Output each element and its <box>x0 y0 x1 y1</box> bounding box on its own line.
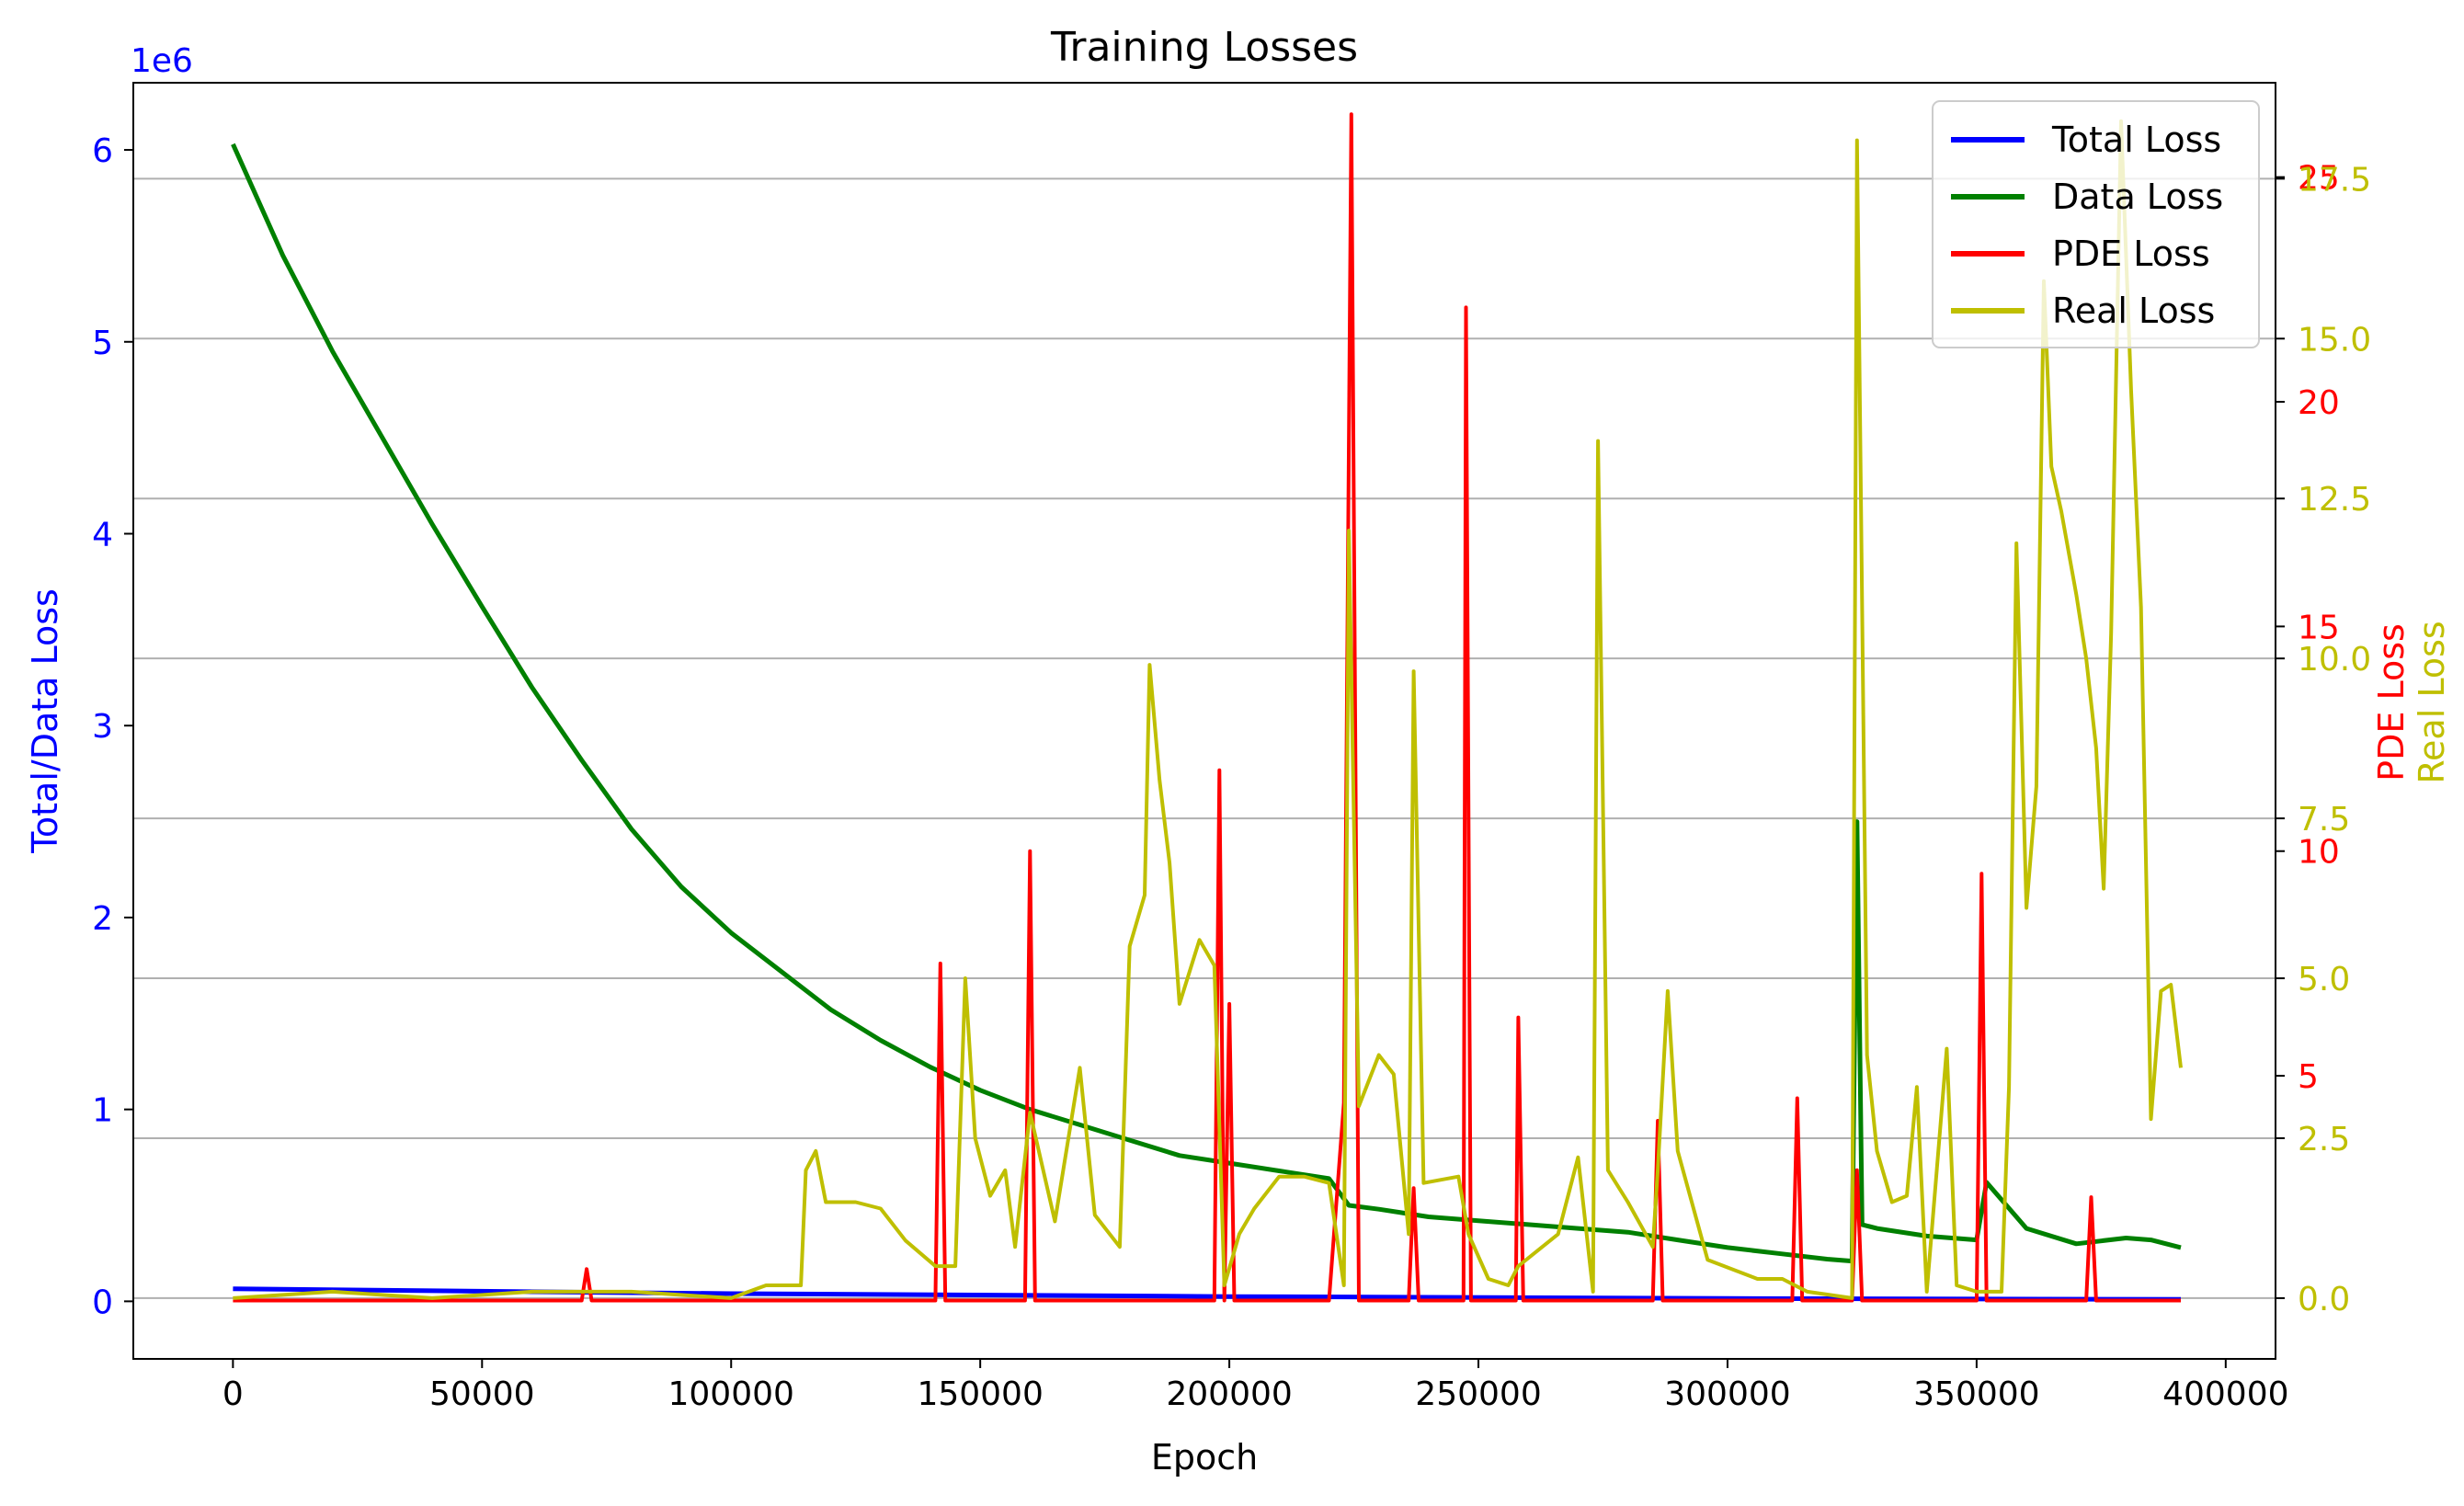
left-y-axis-label: Total/Data Loss <box>25 588 65 854</box>
left-tick-label: 0 <box>92 1284 113 1321</box>
real-tick-label: 0.0 <box>2298 1281 2350 1318</box>
x-tick-label: 150000 <box>917 1375 1043 1413</box>
left-tick-label: 5 <box>92 325 113 362</box>
x-tick-label: 200000 <box>1166 1375 1292 1413</box>
left-tick-label: 1 <box>92 1092 113 1130</box>
pde-tick-label: 10 <box>2298 834 2340 872</box>
real-tick-label: 17.5 <box>2298 161 2371 199</box>
real-tick-label: 5.0 <box>2298 961 2350 998</box>
left-tick-label: 6 <box>92 132 113 170</box>
series-line-pde-loss <box>233 112 2181 1303</box>
pde-y-axis-label: PDE Loss <box>2371 623 2412 782</box>
legend-label: Data Loss <box>2052 177 2223 217</box>
x-axis-label: Epoch <box>1151 1437 1258 1477</box>
pde-tick-label: 15 <box>2298 609 2340 646</box>
real-y-axis-label: Real Loss <box>2412 621 2452 783</box>
left-tick-label: 4 <box>92 516 113 553</box>
left-axis-scale-note: 1e6 <box>131 42 193 80</box>
x-tick-label: 0 <box>222 1375 244 1413</box>
legend-label: Total Loss <box>2051 120 2221 160</box>
grid-lines <box>133 177 2276 1299</box>
legend: Total Loss Data Loss PDE Loss Real Loss <box>1932 100 2260 348</box>
pde-tick-label: 20 <box>2298 384 2340 422</box>
plot-frame <box>132 82 2276 1360</box>
real-tick-label: 12.5 <box>2298 481 2371 519</box>
real-tick-label: 2.5 <box>2298 1121 2350 1158</box>
x-tick-label: 250000 <box>1415 1375 1541 1413</box>
series-line-real-loss <box>233 119 2183 1300</box>
x-tick-label: 400000 <box>2162 1375 2288 1413</box>
real-tick-label: 7.5 <box>2298 801 2350 839</box>
x-tick-label: 50000 <box>429 1375 535 1413</box>
legend-label: Real Loss <box>2052 291 2215 331</box>
real-tick-label: 15.0 <box>2298 321 2371 359</box>
x-tick-label: 100000 <box>668 1375 794 1413</box>
pde-tick-label: 5 <box>2298 1058 2319 1096</box>
axes: 0 50000 100000 150000 200000 250000 300000 3500… <box>92 82 2371 1413</box>
real-tick-label: 10.0 <box>2298 641 2371 679</box>
series-layer <box>231 112 2183 1303</box>
chart-title: Training Losses <box>1050 24 1358 71</box>
x-tick-label: 350000 <box>1913 1375 2039 1413</box>
pde-tick-label: 25 <box>2298 160 2340 198</box>
legend-box <box>1932 100 2260 348</box>
legend-label: PDE Loss <box>2052 234 2210 274</box>
left-tick-label: 3 <box>92 708 113 746</box>
x-tick-label: 300000 <box>1664 1375 1790 1413</box>
left-tick-label: 2 <box>92 900 113 938</box>
